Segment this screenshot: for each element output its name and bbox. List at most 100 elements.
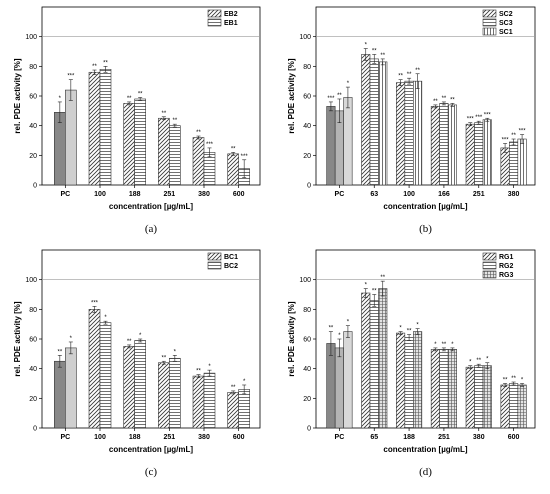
panel-label: (c) (145, 466, 158, 478)
y-tick-label: 40 (29, 123, 37, 130)
pc-bar (343, 97, 353, 186)
significance-label: * (434, 342, 437, 348)
bar-sc3 (404, 80, 414, 186)
y-tick-label: 0 (307, 426, 311, 433)
significance-label: ** (372, 48, 377, 54)
legend-swatch (207, 18, 222, 27)
legend-swatch (482, 252, 497, 261)
x-category-label: 380 (198, 191, 210, 198)
legend-label: EB2 (224, 11, 238, 18)
pc-bar (343, 331, 353, 429)
bar-eb1 (99, 69, 112, 186)
significance-label: ** (127, 339, 132, 345)
x-category-label: 65 (370, 434, 378, 441)
bar-sc2 (361, 54, 371, 186)
legend-swatch (207, 9, 222, 18)
legend-label: SC1 (499, 29, 513, 36)
y-tick-label: 40 (29, 366, 37, 373)
x-category-label: 251 (163, 191, 175, 198)
bar-rg1 (396, 332, 406, 429)
significance-label: ** (415, 68, 420, 74)
x-category-label: 251 (473, 191, 485, 198)
bar-eb2 (227, 153, 239, 186)
significance-label: * (347, 320, 350, 326)
bar-sc1 (517, 138, 527, 186)
x-category-label: 600 (233, 191, 245, 198)
significance-label: ** (196, 369, 201, 375)
significance-label: ** (503, 378, 508, 384)
significance-label: ** (407, 329, 412, 335)
y-tick-label: 60 (303, 337, 311, 344)
significance-label: *** (91, 300, 99, 306)
y-axis-title: rel. PDE activity [%] (287, 58, 296, 133)
significance-label: ** (329, 326, 334, 332)
significance-label: ** (172, 118, 177, 124)
significance-label: * (243, 379, 246, 385)
significance-label: ** (138, 91, 143, 97)
significance-label: ** (127, 96, 132, 102)
chart-panel-3: 0 20 40 60 80 100 concentration [µg/mL] rel. PD… (287, 249, 536, 478)
bar-rg1 (500, 384, 510, 429)
legend-label: RG3 (499, 272, 514, 279)
bar-sc3 (509, 141, 519, 186)
legend-label: SC3 (499, 20, 513, 27)
legend-label: BC2 (224, 263, 238, 270)
x-category-label: 600 (508, 434, 520, 441)
x-category-label: 380 (473, 434, 485, 441)
bar-sc2 (465, 123, 475, 186)
bar-eb2 (88, 71, 101, 186)
x-category-label: 63 (370, 191, 378, 198)
panel-label: (a) (145, 223, 158, 235)
x-category-label: PC (335, 434, 345, 441)
x-category-label: 380 (198, 434, 210, 441)
x-category-label: 600 (233, 434, 245, 441)
bar-bc2 (203, 372, 216, 429)
legend-label: BC1 (224, 254, 238, 261)
significance-label: ** (511, 376, 516, 382)
legend-swatch (482, 18, 497, 27)
pc-bar (65, 89, 77, 186)
x-axis-title: concentration [µg/mL] (383, 202, 468, 211)
y-tick-label: 20 (303, 396, 311, 403)
significance-label: *** (327, 96, 335, 102)
significance-label: ** (92, 64, 97, 70)
y-tick-label: 80 (29, 64, 37, 71)
bar-bc1 (227, 392, 239, 429)
bar-sc1 (378, 61, 388, 186)
y-tick-label: 80 (303, 307, 311, 314)
x-category-label: 188 (129, 191, 141, 198)
significance-label: ** (337, 93, 342, 99)
y-tick-label: 60 (29, 337, 37, 344)
legend-swatch (207, 261, 222, 270)
pc-bar (334, 347, 344, 429)
bar-rg2 (509, 383, 519, 429)
significance-label: *** (67, 74, 75, 80)
y-tick-label: 0 (33, 183, 37, 190)
significance-label: ** (103, 60, 108, 66)
bar-eb2 (192, 137, 205, 186)
bar-sc3 (474, 122, 484, 186)
bar-rg3 (482, 365, 492, 429)
significance-label: * (139, 333, 142, 339)
significance-label: ** (442, 96, 447, 102)
legend-label: EB1 (224, 20, 238, 27)
pc-bar (326, 106, 336, 186)
significance-label: ** (476, 358, 481, 364)
bar-sc3 (439, 103, 449, 186)
bar-bc1 (158, 362, 170, 429)
y-axis-title: rel. PDE activity [%] (13, 58, 22, 133)
significance-label: * (469, 360, 472, 366)
y-tick-label: 40 (303, 123, 311, 130)
significance-label: * (174, 349, 177, 355)
pc-bar (54, 360, 66, 429)
x-category-label: 188 (403, 434, 415, 441)
bar-bc2 (99, 322, 112, 429)
bar-rg1 (361, 292, 371, 429)
significance-label: *** (467, 117, 475, 123)
bar-rg3 (517, 384, 527, 429)
x-category-label: 166 (438, 191, 450, 198)
